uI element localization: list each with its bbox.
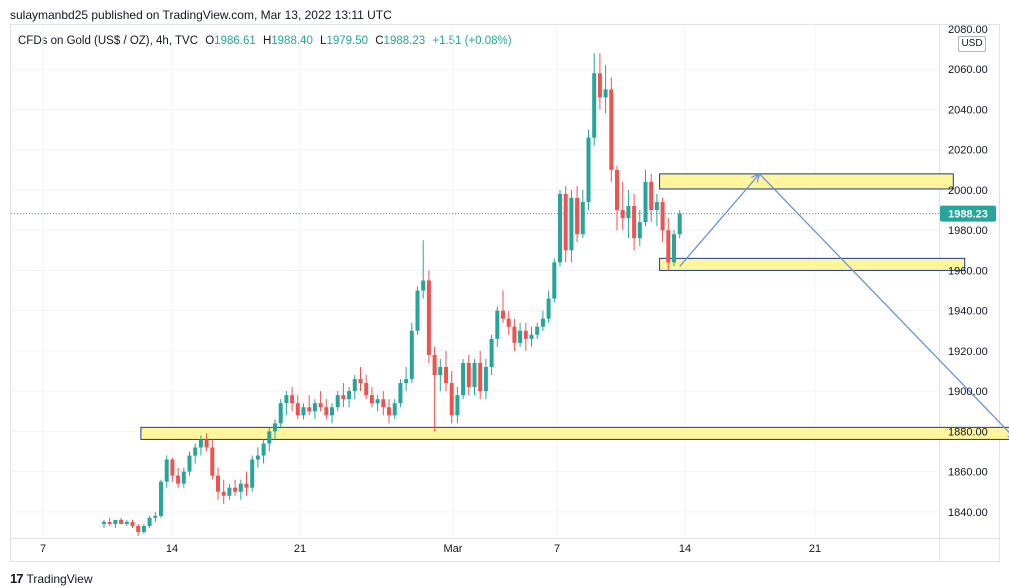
- high-value: 1988.40: [271, 35, 313, 47]
- symbol-legend: CFDs on Gold (US$ / OZ), 4h, TVC O1986.6…: [18, 35, 512, 47]
- tradingview-logo-icon: 17: [10, 571, 24, 586]
- footer-brand: 17 TradingView: [10, 571, 93, 586]
- low-label: L: [320, 35, 327, 47]
- high-label: H: [262, 35, 272, 47]
- brand-name: TradingView: [26, 571, 93, 586]
- currency-button[interactable]: USD: [958, 36, 986, 52]
- low-value: 1979.50: [326, 35, 369, 47]
- symbol-name: CFDs on Gold (US$ / OZ), 4h, TVC: [18, 35, 199, 47]
- open-label: O: [205, 35, 215, 47]
- publish-info: sulaymanbd25 published on TradingView.co…: [10, 8, 392, 22]
- close-label: C: [375, 35, 384, 47]
- chart-frame[interactable]: [10, 24, 1000, 562]
- change-value: +1.51 (+0.08%): [432, 35, 512, 47]
- open-value: 1986.61: [214, 35, 256, 47]
- close-value: 1988.23: [383, 35, 426, 47]
